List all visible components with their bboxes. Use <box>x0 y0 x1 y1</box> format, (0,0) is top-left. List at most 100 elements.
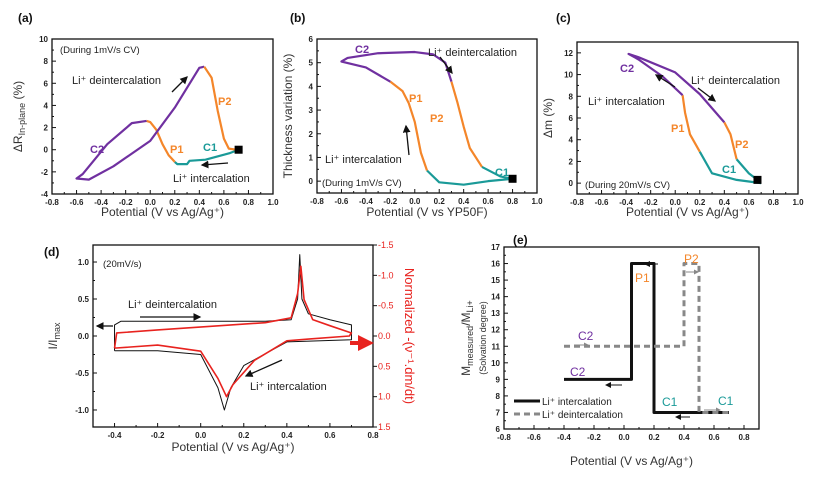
chart-b: (b) -0.8 -0.6 -0.4 -0.2 0.0 0.2 0.4 0.6 0.8 1.0 0 1 2… <box>281 11 543 219</box>
annotation: C1 <box>718 394 734 408</box>
series-C2-line <box>627 52 726 124</box>
y-tick-label: 10 <box>564 71 573 80</box>
x-tick-label: -0.4 <box>557 433 571 442</box>
y-tick-label: 0.5 <box>78 295 90 304</box>
x-tick-label: 0.0 <box>618 433 630 442</box>
x-tick-label: -0.2 <box>151 431 165 440</box>
chart-e: (e) -0.8 -0.6 -0.4 -0.2 0.0 0.2 0.4 0.6 0.8 6 7 8 9 10… <box>459 233 760 468</box>
y-tick-label: -0.5 <box>75 369 89 378</box>
y-label-subscript: Li+ <box>465 300 475 312</box>
x-tick-label: 0.4 <box>458 197 470 206</box>
y-tick-label: 15 <box>491 276 500 285</box>
x-axis-label: Potential (V vs Ag/Ag⁺) <box>171 440 294 454</box>
y-tick-label: 12 <box>564 49 573 58</box>
y-tick-label: 6 <box>309 35 314 44</box>
y-right-tick-label: 1.5 <box>378 422 391 432</box>
x-axis-label: Potential (V vs YP50F) <box>366 205 487 219</box>
y-axis-label: Mmeasured/MLi+ <box>459 300 475 376</box>
direction-arrow-icon <box>244 359 283 377</box>
panel-label: (c) <box>556 11 571 25</box>
x-tick-label: 0.0 <box>145 198 157 207</box>
x-tick-label: 0.6 <box>708 433 720 442</box>
annotation: C1 <box>722 164 736 176</box>
annotation: (During 1mV/s CV) <box>322 178 402 189</box>
y-right-tick-label: -1.0 <box>378 270 394 280</box>
x-tick-label: 0.6 <box>324 431 336 440</box>
series-C1-line <box>426 169 513 186</box>
series-C2-line <box>75 65 205 181</box>
y-axis-label: ΔRIn-plane (%) <box>11 81 27 152</box>
x-tick-label: -0.6 <box>527 433 541 442</box>
y-label-subscript: max <box>52 322 62 340</box>
y-tick-label: 10 <box>491 359 500 368</box>
annotation: P2 <box>684 252 699 266</box>
x-tick-label: 0.6 <box>218 198 230 207</box>
x-tick-label: -0.2 <box>383 197 397 206</box>
y-tick-label: -1.0 <box>75 406 89 415</box>
series-C1-line <box>174 148 240 166</box>
y-tick-label: 8 <box>44 57 49 66</box>
direction-arrow-icon <box>402 124 411 156</box>
panel-label: (b) <box>290 11 305 25</box>
x-tick-label: 0.8 <box>243 198 255 207</box>
annotation: Li⁺ intercalation <box>173 173 250 185</box>
y-tick-label: 0.0 <box>78 332 90 341</box>
annotation: Li⁺ intercalation <box>325 154 402 166</box>
direction-arrow-icon <box>697 87 717 102</box>
annotation: C2 <box>578 329 594 343</box>
x-tick-label: -0.6 <box>595 198 609 207</box>
x-tick-label: -0.8 <box>310 197 324 206</box>
x-tick-label: 0.2 <box>169 198 181 207</box>
y-tick-label: 8 <box>496 392 501 401</box>
legend-label: Li⁺ deintercalation <box>542 410 623 421</box>
series-P1-line <box>146 119 176 163</box>
annotation: P2 <box>218 96 231 108</box>
legend-label: Li⁺ intercalation <box>542 397 612 408</box>
annotation: C1 <box>662 395 678 409</box>
y-tick-label: -2 <box>41 168 49 177</box>
y-tick-label: 0 <box>569 179 574 188</box>
x-tick-label: -0.8 <box>45 198 59 207</box>
y-tick-label: 12 <box>491 326 500 335</box>
x-tick-label: 1.0 <box>531 197 543 206</box>
plot-frame <box>92 244 374 428</box>
x-tick-label: 0.8 <box>367 431 379 440</box>
y-tick-label: 2 <box>309 130 314 139</box>
y-right-tick-label: 1.0 <box>378 392 391 402</box>
y-tick-label: 4 <box>309 82 314 91</box>
x-tick-label: -0.4 <box>619 198 633 207</box>
chart-a: (a) -0.8 -0.6 -0.4 -0.2 0.0 0.2 0.4 0.6 0.8 1.0 -4 -… <box>11 11 279 219</box>
y-tick-label: 5 <box>309 59 314 68</box>
y-tick-label: 7 <box>496 408 501 417</box>
x-tick-label: 0.4 <box>678 433 690 442</box>
plot-frame <box>576 41 799 195</box>
annotation: Li⁺ intercalation <box>588 96 665 108</box>
chart-d: (d) -0.4 -0.2 0.0 0.2 0.4 0.6 0.8 -1.0 -0.5 0.0 0.5… <box>44 240 417 454</box>
y-tick-label: 0 <box>309 177 314 186</box>
y-tick-label: 16 <box>491 260 500 269</box>
annotation: P2 <box>735 139 748 151</box>
x-tick-label: 0.2 <box>694 198 706 207</box>
y-tick-label: 9 <box>496 375 501 384</box>
x-tick-label: -0.2 <box>587 433 601 442</box>
direction-arrow-icon <box>654 74 676 88</box>
series-P2-line <box>203 66 237 151</box>
annotation: C2 <box>570 365 586 379</box>
y-axis-sublabel: (Solvation degree) <box>478 301 488 375</box>
y-label-suffix: /M <box>459 312 473 325</box>
series-P1-line <box>681 95 701 153</box>
start-marker <box>753 175 762 184</box>
series-P2-line <box>450 81 483 168</box>
annotation: Li⁺ deintercalation <box>428 47 517 59</box>
y-tick-label: 17 <box>491 243 500 252</box>
annotation: (During 1mV/s CV) <box>60 45 140 56</box>
x-tick-label: 0.0 <box>409 197 421 206</box>
y-tick-label: 2 <box>569 157 574 166</box>
y-tick-label: 4 <box>44 101 49 110</box>
y-tick-label: 8 <box>569 92 574 101</box>
y-tick-label: 3 <box>309 106 314 115</box>
y-tick-label: 13 <box>491 309 500 318</box>
x-tick-label: 0.4 <box>281 431 293 440</box>
